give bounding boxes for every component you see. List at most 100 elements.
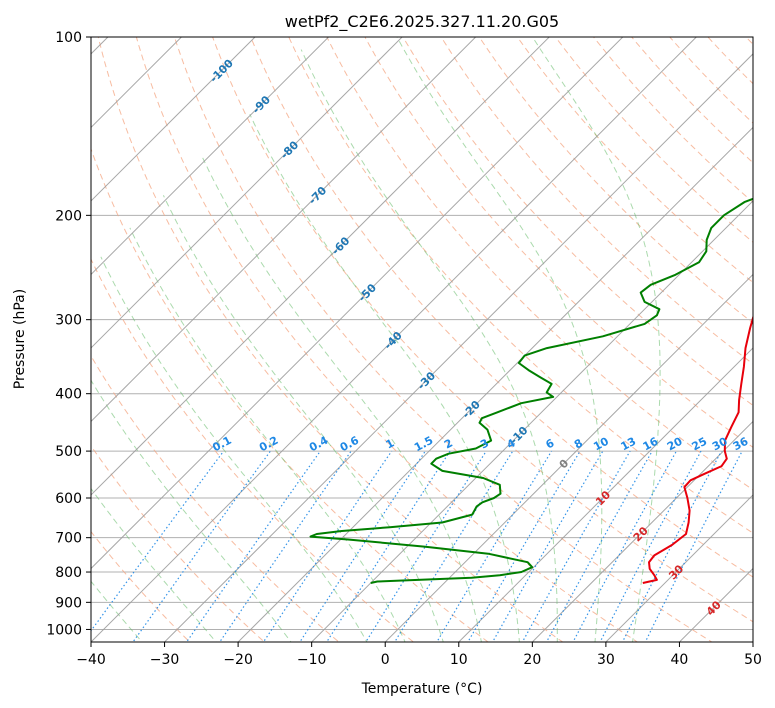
- isotherm-line: [91, 37, 550, 496]
- dry-adiabat: [212, 37, 753, 623]
- y-axis-label: Pressure (hPa): [12, 289, 28, 389]
- moist-adiabat: [202, 157, 482, 642]
- temperature-profile-line: [642, 314, 753, 584]
- dry-adiabats: [91, 37, 753, 642]
- isotherm-line: [91, 37, 330, 276]
- dry-adiabat: [669, 37, 753, 124]
- dry-adiabat: [288, 37, 753, 534]
- isotherm-label: 30: [666, 562, 686, 582]
- x-tick-label: −40: [76, 652, 106, 668]
- moist-adiabat: [396, 37, 603, 642]
- dry-adiabat: [91, 258, 415, 642]
- chart-title: wetPf2_C2E6.2025.327.11.20.G05: [285, 12, 559, 32]
- mixing-ratio-label: 3: [478, 436, 491, 451]
- plot-area: -100-90-80-70-60-50-40-30-20-10010203040…: [91, 37, 753, 642]
- mixing-ratio-lines: [91, 450, 743, 642]
- mixing-ratio-line: [644, 450, 743, 642]
- y-tick-label: 100: [55, 30, 82, 46]
- mixing-ratio-label: 6: [544, 436, 557, 451]
- x-tick-label: 30: [597, 652, 615, 668]
- moist-adiabat: [91, 487, 217, 642]
- mixing-ratio-line: [467, 450, 581, 642]
- dry-adiabat: [91, 355, 340, 642]
- dry-adiabat: [440, 37, 753, 365]
- x-tick-label: 0: [381, 652, 390, 668]
- isotherm-line: [310, 200, 753, 642]
- pressure-gridlines: [91, 37, 753, 630]
- y-tick-label: 500: [55, 444, 82, 460]
- dry-adiabat: [91, 147, 489, 642]
- dry-adiabat: [250, 37, 753, 578]
- dry-adiabat: [91, 445, 266, 642]
- mixing-ratio-line: [218, 450, 352, 642]
- moist-adiabat: [300, 49, 558, 642]
- y-tick-label: 800: [55, 565, 82, 581]
- isotherm-line: [91, 37, 183, 129]
- isotherm-line: [605, 494, 753, 642]
- isotherm-line: [531, 420, 753, 642]
- dry-adiabat: [516, 37, 753, 284]
- mixing-ratio-line: [436, 450, 553, 642]
- y-tick-label: 200: [55, 208, 82, 224]
- y-tick-label: 1000: [46, 622, 82, 638]
- mixing-ratio-line: [299, 450, 426, 642]
- mixing-ratio-label: 30: [710, 435, 730, 454]
- isotherm-line: [91, 37, 403, 349]
- mixing-ratio-line: [132, 450, 271, 642]
- moist-adiabat: [129, 227, 406, 642]
- mixing-ratio-line: [491, 450, 604, 642]
- dry-adiabat: [707, 37, 753, 85]
- isotherm-label: -100: [207, 57, 236, 86]
- mixing-ratio-label: 20: [665, 435, 685, 454]
- mixing-ratio-line: [621, 450, 723, 642]
- moist-adiabat: [100, 256, 368, 642]
- isotherm-line: [91, 37, 624, 570]
- plot-frame: [90, 36, 754, 643]
- x-tick-label: −30: [150, 652, 180, 668]
- dewpoint-profile-line: [309, 197, 753, 584]
- isotherm-line: [237, 126, 753, 642]
- mixing-ratio-line: [262, 450, 393, 642]
- x-tick-label: −20: [223, 652, 253, 668]
- dry-adiabat: [135, 37, 639, 642]
- isotherm-line: [163, 53, 753, 642]
- y-tick-label: 700: [55, 531, 82, 547]
- mixing-ratio-label: 10: [591, 435, 611, 454]
- mixing-ratio-line: [545, 450, 653, 642]
- dry-adiabat: [402, 37, 753, 407]
- isotherm-line: [458, 347, 753, 642]
- isotherm-label: 0: [557, 456, 572, 471]
- isotherm-line: [91, 37, 477, 423]
- y-tick-label: 900: [55, 595, 82, 611]
- dry-adiabat: [592, 37, 753, 203]
- mixing-ratio-label: 36: [731, 435, 751, 454]
- dry-adiabat: [91, 530, 191, 642]
- mixing-ratio-label: 25: [690, 435, 710, 454]
- x-tick-label: 50: [744, 652, 762, 668]
- isotherm-line: [752, 641, 753, 642]
- moist-adiabat: [91, 580, 143, 642]
- y-tick-label: 300: [55, 313, 82, 329]
- x-axis: −40 −30 −20 −10 0 10 20 30 40 50: [76, 642, 762, 668]
- mixing-ratio-line: [325, 450, 451, 642]
- dry-adiabat: [364, 37, 753, 448]
- moist-adiabat: [249, 113, 520, 642]
- profile-lines: [309, 197, 753, 584]
- x-tick-label: −10: [297, 652, 327, 668]
- mixing-ratio-line: [185, 450, 321, 642]
- y-tick-label: 400: [55, 387, 82, 403]
- mixing-ratio-label: 16: [641, 435, 661, 454]
- isotherm-line: [384, 273, 753, 642]
- skewed-isotherms: [91, 37, 753, 642]
- moist-adiabats: [91, 37, 661, 642]
- x-axis-label: Temperature (°C): [361, 681, 483, 697]
- x-tick-label: 10: [450, 652, 468, 668]
- dry-adiabat: [97, 37, 564, 642]
- y-axis: 100 200 300 400 500 600 700 800 900 1000: [46, 30, 91, 638]
- isotherm-line: [678, 567, 753, 642]
- isotherm-line: [91, 37, 256, 202]
- isotherm-line: [91, 37, 698, 642]
- mixing-ratio-label: 13: [619, 435, 639, 454]
- x-tick-label: 20: [523, 652, 541, 668]
